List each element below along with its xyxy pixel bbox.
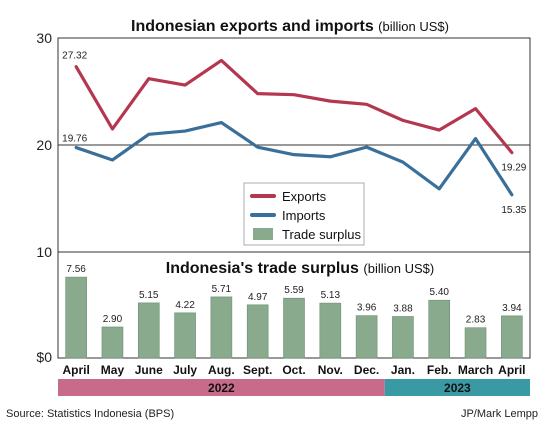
surplus-bar xyxy=(246,304,269,359)
legend-label: Exports xyxy=(282,189,327,204)
month-label: May xyxy=(101,363,125,377)
year-band xyxy=(384,379,530,396)
credit-note: JP/Mark Lempp xyxy=(460,408,538,420)
surplus-bar xyxy=(464,327,487,359)
surplus-bar xyxy=(137,302,160,359)
month-label: Oct. xyxy=(282,363,305,377)
bar-chart-title: Indonesia's trade surplus (billion US$) xyxy=(166,260,434,277)
bar-value-label: 2.90 xyxy=(103,314,123,325)
surplus-bar xyxy=(65,276,87,359)
exports-line xyxy=(74,58,514,155)
bar-value-label: 7.56 xyxy=(66,264,86,275)
y-tick-label: 30 xyxy=(36,30,52,46)
imports-last-label: 15.35 xyxy=(501,205,526,216)
surplus-bar xyxy=(392,316,414,359)
month-label: Feb. xyxy=(427,363,452,377)
y-tick-label: 10 xyxy=(36,244,52,260)
month-label: July xyxy=(173,363,197,377)
year-band xyxy=(58,379,385,396)
bar-value-label: 4.22 xyxy=(175,300,195,311)
month-label: Sept. xyxy=(243,363,272,377)
exports-first-label: 27.32 xyxy=(62,51,87,62)
year-label: 2022 xyxy=(208,381,235,395)
surplus-bar xyxy=(210,296,233,359)
month-label: Aug. xyxy=(208,363,235,377)
exports-last-label: 19.29 xyxy=(501,163,526,174)
month-label: March xyxy=(458,363,493,377)
bar-value-label: 5.71 xyxy=(212,284,232,295)
surplus-bar xyxy=(428,299,451,359)
imports-first-label: 19.76 xyxy=(62,134,87,145)
bar-value-label: 5.59 xyxy=(284,285,304,296)
legend-label: Imports xyxy=(282,208,326,223)
source-note: Source: Statistics Indonesia (BPS) xyxy=(6,408,175,420)
legend-label: Trade surplus xyxy=(282,227,361,242)
bar-value-label: 3.94 xyxy=(502,303,522,314)
surplus-bar xyxy=(319,302,342,359)
bar-value-label: 3.96 xyxy=(357,303,377,314)
bar-value-label: 3.88 xyxy=(393,303,413,314)
surplus-bar xyxy=(101,326,124,359)
bar-value-label: 5.40 xyxy=(429,287,449,298)
month-label: Dec. xyxy=(354,363,379,377)
y-tick-label: $0 xyxy=(36,349,52,365)
surplus-bar xyxy=(174,312,196,359)
surplus-bar xyxy=(283,297,305,359)
surplus-bar xyxy=(501,315,523,359)
bar-value-label: 5.15 xyxy=(139,290,159,301)
month-label: April xyxy=(62,363,89,377)
bar-value-label: 2.83 xyxy=(466,315,486,326)
surplus-bar xyxy=(355,315,378,359)
bar-value-label: 4.97 xyxy=(248,292,268,303)
imports-line xyxy=(74,120,514,197)
y-tick-label: 20 xyxy=(36,137,52,153)
bar-value-label: 5.13 xyxy=(321,290,341,301)
year-label: 2023 xyxy=(444,381,471,395)
month-label: June xyxy=(135,363,163,377)
month-label: Nov. xyxy=(318,363,343,377)
month-label: Jan. xyxy=(391,363,415,377)
line-chart-title: Indonesian exports and imports (billion … xyxy=(131,18,449,35)
legend-swatch xyxy=(253,228,273,240)
month-label: April xyxy=(498,363,525,377)
